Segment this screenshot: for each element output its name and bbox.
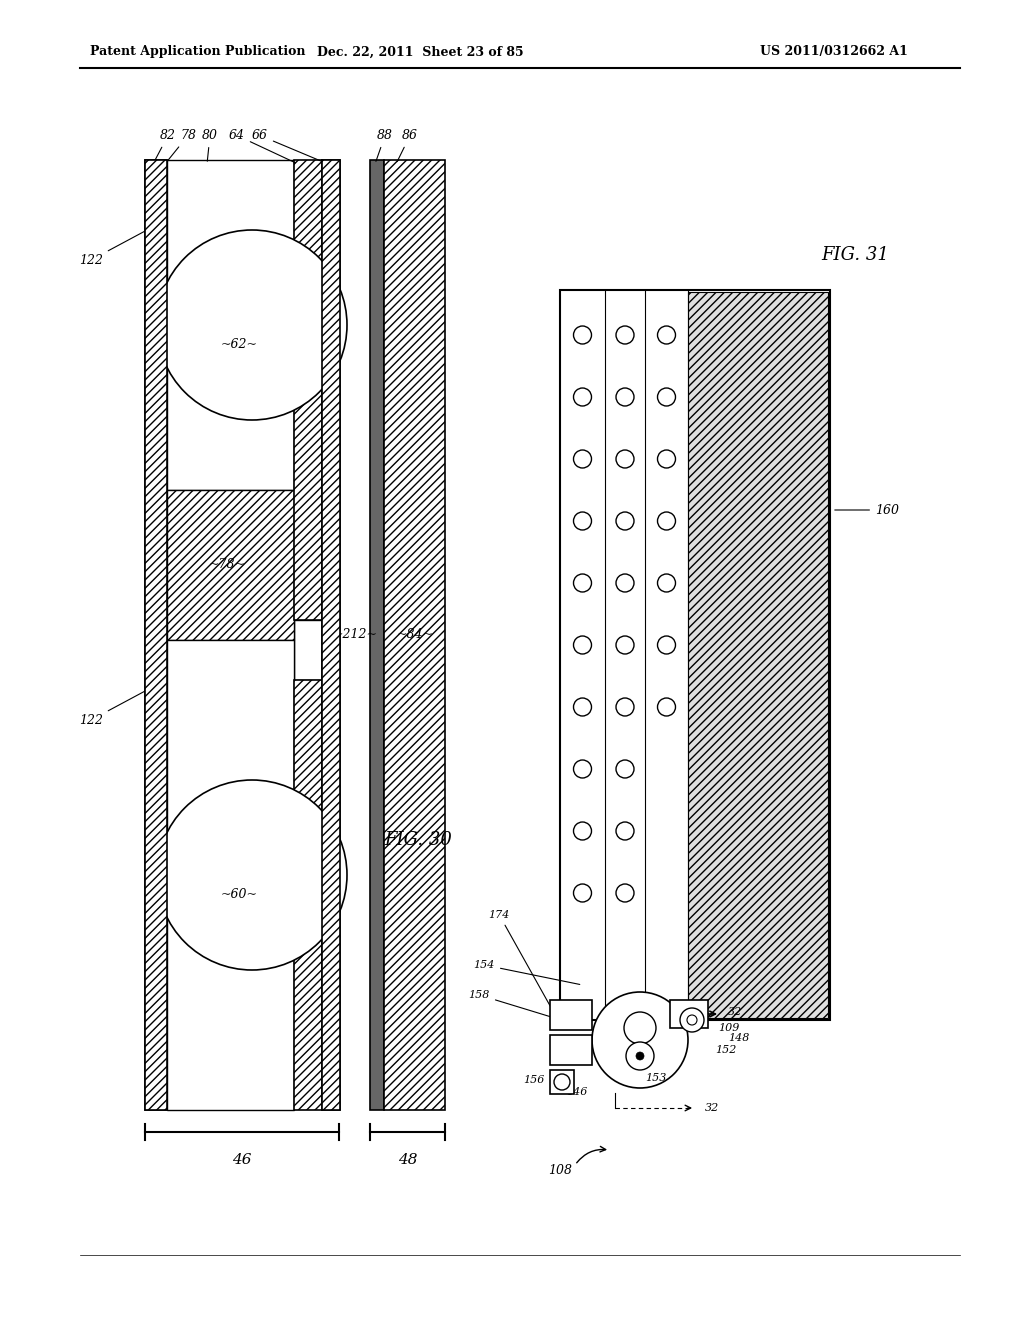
Bar [670,1001,708,1028]
Text: ~84~: ~84~ [396,628,433,642]
Bar [370,160,384,1110]
Circle shape [616,636,634,653]
Text: 32: 32 [705,1104,719,1113]
Text: 64: 64 [229,129,296,162]
Text: 109: 109 [718,1023,739,1034]
Text: ~60~: ~60~ [220,888,257,902]
Circle shape [616,512,634,531]
Text: 158: 158 [469,990,574,1024]
Circle shape [573,388,592,407]
Bar [167,640,294,1110]
Bar [550,1001,592,1030]
Text: 108: 108 [548,1163,572,1176]
Bar [688,292,828,1018]
Text: ~62~: ~62~ [220,338,257,351]
Circle shape [616,698,634,715]
Bar [294,345,322,620]
Text: 122: 122 [79,692,144,726]
Circle shape [573,326,592,345]
Bar [145,160,167,1110]
Circle shape [573,512,592,531]
Text: 153: 153 [645,1073,667,1082]
Circle shape [573,884,592,902]
Text: 46: 46 [232,1152,252,1167]
Text: ~78~: ~78~ [209,558,246,572]
Text: FIG. 31: FIG. 31 [821,246,889,264]
Bar [294,160,322,285]
Text: US 2011/0312662 A1: US 2011/0312662 A1 [760,45,908,58]
Text: 66: 66 [252,129,326,162]
Bar [145,160,167,1110]
Text: 146: 146 [566,1086,588,1097]
Text: FIG. 30: FIG. 30 [384,832,452,849]
Circle shape [657,388,676,407]
Circle shape [573,450,592,469]
Text: 122: 122 [79,231,144,267]
Circle shape [657,636,676,653]
Circle shape [157,230,347,420]
Circle shape [573,760,592,777]
Text: 152: 152 [715,1045,736,1055]
Bar [384,160,445,1110]
Text: 80: 80 [202,129,218,161]
Circle shape [616,822,634,840]
Circle shape [573,574,592,591]
Circle shape [657,698,676,715]
Circle shape [592,993,688,1088]
Text: ~212~: ~212~ [333,628,378,642]
Text: Patent Application Publication: Patent Application Publication [90,45,305,58]
Circle shape [687,1015,697,1026]
Text: 160: 160 [835,503,899,516]
Circle shape [616,326,634,345]
Text: 82: 82 [155,129,176,161]
Text: 86: 86 [397,129,418,161]
Bar [550,1035,592,1065]
Text: 78: 78 [167,129,196,162]
Circle shape [657,450,676,469]
Text: 156: 156 [523,1074,545,1085]
Text: 48: 48 [397,1152,417,1167]
Circle shape [657,512,676,531]
Circle shape [657,574,676,591]
Circle shape [680,1008,705,1032]
Bar [167,160,294,490]
Text: 154: 154 [474,960,580,985]
Bar [294,680,322,1110]
Circle shape [616,574,634,591]
Bar [322,160,340,1110]
Circle shape [573,636,592,653]
Circle shape [616,450,634,469]
Circle shape [624,1012,656,1044]
Circle shape [616,388,634,407]
Bar [167,490,294,640]
Bar [294,620,322,680]
Circle shape [657,326,676,345]
Circle shape [636,1052,644,1060]
Circle shape [616,884,634,902]
Bar [550,1071,574,1094]
Circle shape [573,698,592,715]
Circle shape [157,780,347,970]
Text: 148: 148 [728,1034,750,1043]
Text: 174: 174 [488,909,557,1018]
Bar [294,285,322,345]
Text: 32: 32 [728,1007,742,1016]
Circle shape [626,1041,654,1071]
Bar [322,160,340,1110]
Circle shape [616,760,634,777]
Bar [560,290,830,1020]
Text: Dec. 22, 2011  Sheet 23 of 85: Dec. 22, 2011 Sheet 23 of 85 [316,45,523,58]
Circle shape [554,1074,570,1090]
Text: 88: 88 [376,129,393,161]
Circle shape [573,822,592,840]
